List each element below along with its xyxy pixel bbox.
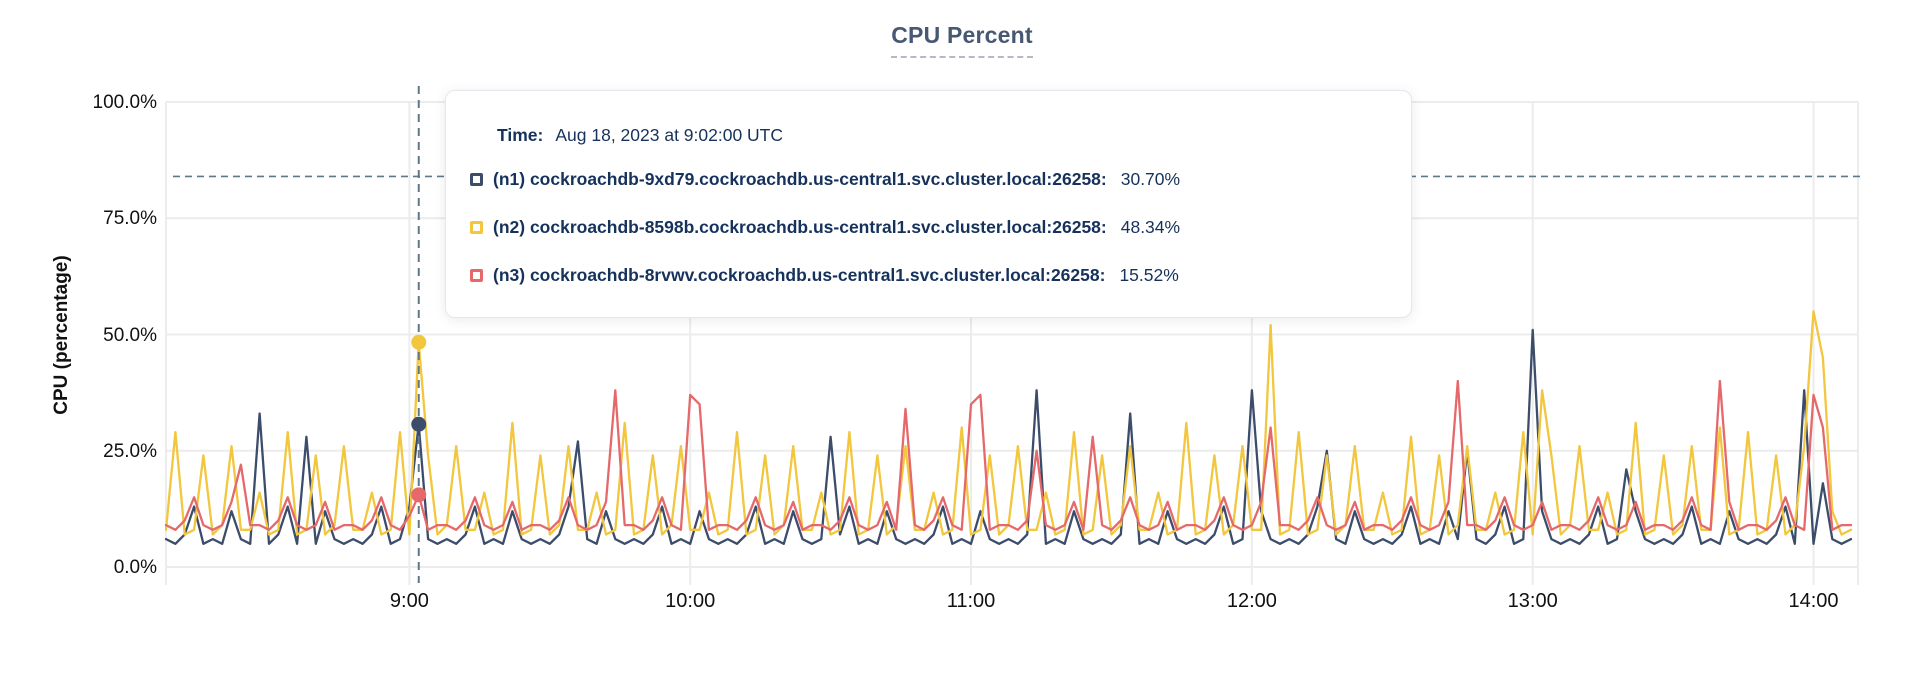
y-tick-label: 50.0% [103, 324, 157, 346]
tooltip-time-value: Aug 18, 2023 at 9:02:00 UTC [555, 125, 784, 145]
page-title[interactable]: CPU Percent [891, 22, 1033, 58]
chart-title-wrap: CPU Percent [0, 22, 1924, 58]
hover-tooltip: Time: Aug 18, 2023 at 9:02:00 UTC (n1) co… [445, 90, 1412, 318]
y-tick-label: 0.0% [113, 557, 157, 578]
x-tick-label: 11:00 [946, 590, 996, 612]
legend-swatch-n3 [470, 269, 483, 282]
tooltip-series-name-n1: (n1) cockroachdb-9xd79.cockroachdb.us-ce… [493, 169, 1107, 189]
tooltip-series-value-n2: 48.34% [1120, 217, 1181, 237]
y-tick-label: 75.0% [103, 208, 157, 230]
series-line-n1 [164, 328, 1853, 545]
x-tick-label: 9:00 [389, 590, 429, 612]
series-line-n3 [164, 379, 1853, 531]
legend-swatch-n2 [470, 221, 483, 234]
tooltip-row-n1: (n1) cockroachdb-9xd79.cockroachdb.us-ce… [470, 169, 1381, 190]
hover-dot-n2 [411, 334, 427, 350]
hover-dot-n1 [411, 416, 427, 432]
y-tick-label: 25.0% [103, 440, 157, 462]
x-tick-label: 14:00 [1788, 590, 1839, 612]
tooltip-series-name-n2: (n2) cockroachdb-8598b.cockroachdb.us-ce… [493, 217, 1107, 237]
tooltip-series-value-n1: 30.70% [1120, 169, 1181, 189]
tooltip-time-row: Time: Aug 18, 2023 at 9:02:00 UTC [497, 125, 1381, 146]
tooltip-series-value-n3: 15.52% [1119, 265, 1179, 285]
tooltip-series-name-n3: (n3) cockroachdb-8rvwv.cockroachdb.us-ce… [493, 265, 1106, 285]
x-tick-label: 10:00 [665, 590, 716, 612]
tooltip-row-n3: (n3) cockroachdb-8rvwv.cockroachdb.us-ce… [470, 265, 1381, 286]
tooltip-row-n2: (n2) cockroachdb-8598b.cockroachdb.us-ce… [470, 217, 1381, 238]
x-tick-label: 12:00 [1226, 590, 1277, 612]
hover-dot-n3 [411, 487, 427, 503]
tooltip-time-label: Time: [497, 125, 544, 145]
x-tick-label: 13:00 [1507, 590, 1558, 612]
y-tick-label: 100.0% [92, 92, 157, 113]
legend-swatch-n1 [470, 173, 483, 186]
